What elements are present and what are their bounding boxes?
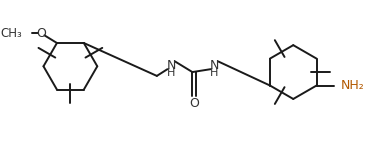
Text: O: O bbox=[37, 27, 47, 40]
Text: O: O bbox=[189, 97, 199, 110]
Text: N: N bbox=[210, 59, 219, 72]
Text: NH₂: NH₂ bbox=[341, 79, 364, 92]
Text: CH₃: CH₃ bbox=[1, 27, 22, 40]
Text: H: H bbox=[210, 68, 219, 78]
Text: H: H bbox=[167, 68, 175, 78]
Text: N: N bbox=[167, 59, 176, 72]
